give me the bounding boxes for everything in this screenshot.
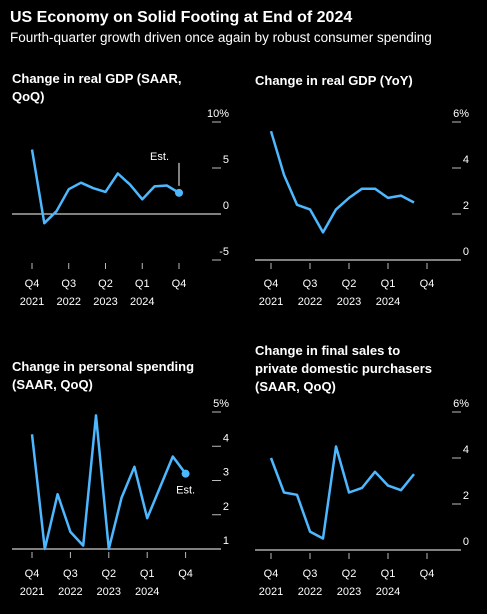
x-tick-label: 2024 xyxy=(376,296,400,308)
x-tick-label: Q1 xyxy=(135,278,150,290)
y-tick-label: 0 xyxy=(463,246,469,258)
y-tick-label: 5 xyxy=(223,154,229,166)
x-tick-label: 2024 xyxy=(135,586,159,598)
x-tick-label: Q2 xyxy=(342,568,357,580)
y-tick-label: 10% xyxy=(207,108,229,120)
x-tick-label: Q4 xyxy=(178,568,193,580)
x-tick-label: 2022 xyxy=(58,586,82,598)
panel-title: Change in final sales to xyxy=(255,343,400,358)
x-tick-label: 2021 xyxy=(259,296,283,308)
x-tick-label: Q2 xyxy=(342,278,357,290)
x-tick-label: 2022 xyxy=(298,586,322,598)
annotation: Est. xyxy=(176,485,195,497)
x-tick-label: Q2 xyxy=(98,278,113,290)
x-tick-label: 2022 xyxy=(57,296,81,308)
x-tick-label: Q1 xyxy=(381,278,396,290)
line-series xyxy=(269,130,415,234)
y-tick-label: 6% xyxy=(453,108,469,120)
x-tick-label: Q1 xyxy=(140,568,155,580)
line-series xyxy=(30,149,180,225)
x-tick-label: 2021 xyxy=(20,586,44,598)
y-tick-label: 6% xyxy=(453,398,469,410)
y-tick-label: 2 xyxy=(463,200,469,212)
x-tick-label: Q3 xyxy=(61,278,76,290)
y-tick-label: 0 xyxy=(223,200,229,212)
panel-title: Change in real GDP (YoY) xyxy=(255,73,413,88)
x-tick-label: Q4 xyxy=(420,568,435,580)
y-tick-label: -5 xyxy=(219,246,229,258)
panel-title: (SAAR, QoQ) xyxy=(12,377,93,392)
y-tick-label: 4 xyxy=(463,444,469,456)
x-tick-label: Q3 xyxy=(63,568,78,580)
y-tick-label: 0 xyxy=(463,536,469,548)
annotation: Est. xyxy=(150,151,169,163)
x-tick-label: Q4 xyxy=(264,278,279,290)
estimate-point xyxy=(181,469,190,478)
y-tick-label: 1 xyxy=(223,535,229,547)
x-tick-label: Q4 xyxy=(25,278,40,290)
x-tick-label: Q3 xyxy=(303,568,318,580)
panel-title: QoQ) xyxy=(12,89,45,104)
panel-title: (SAAR, QoQ) xyxy=(255,379,336,394)
panel-title: private domestic purchasers xyxy=(255,361,432,376)
y-tick-label: 4 xyxy=(463,154,469,166)
x-tick-label: Q3 xyxy=(303,278,318,290)
page-subtitle: Fourth-quarter growth driven once again … xyxy=(10,30,432,45)
x-tick-label: 2023 xyxy=(337,296,361,308)
x-tick-label: 2023 xyxy=(97,586,121,598)
x-tick-label: Q2 xyxy=(101,568,116,580)
x-tick-label: 2023 xyxy=(93,296,117,308)
x-tick-label: Q4 xyxy=(420,278,435,290)
y-tick-label: 5% xyxy=(213,398,229,410)
y-tick-label: 4 xyxy=(223,432,229,444)
x-tick-label: Q1 xyxy=(381,568,396,580)
y-tick-label: 3 xyxy=(223,467,229,479)
x-tick-label: Q4 xyxy=(264,568,279,580)
x-tick-label: 2021 xyxy=(259,586,283,598)
x-tick-label: Q4 xyxy=(25,568,40,580)
panel-title: Change in real GDP (SAAR, xyxy=(12,71,182,86)
line-series xyxy=(30,414,187,551)
estimate-point xyxy=(175,188,183,197)
y-tick-label: 2 xyxy=(463,490,469,502)
x-tick-label: 2022 xyxy=(298,296,322,308)
x-tick-label: 2023 xyxy=(337,586,361,598)
x-tick-label: Q4 xyxy=(172,278,187,290)
panel-title: Change in personal spending xyxy=(12,359,194,374)
x-tick-label: 2024 xyxy=(376,586,400,598)
x-tick-label: 2021 xyxy=(20,296,44,308)
line-series xyxy=(269,445,415,540)
y-tick-label: 2 xyxy=(223,501,229,513)
page-title: US Economy on Solid Footing at End of 20… xyxy=(10,9,352,26)
x-tick-label: 2024 xyxy=(130,296,154,308)
